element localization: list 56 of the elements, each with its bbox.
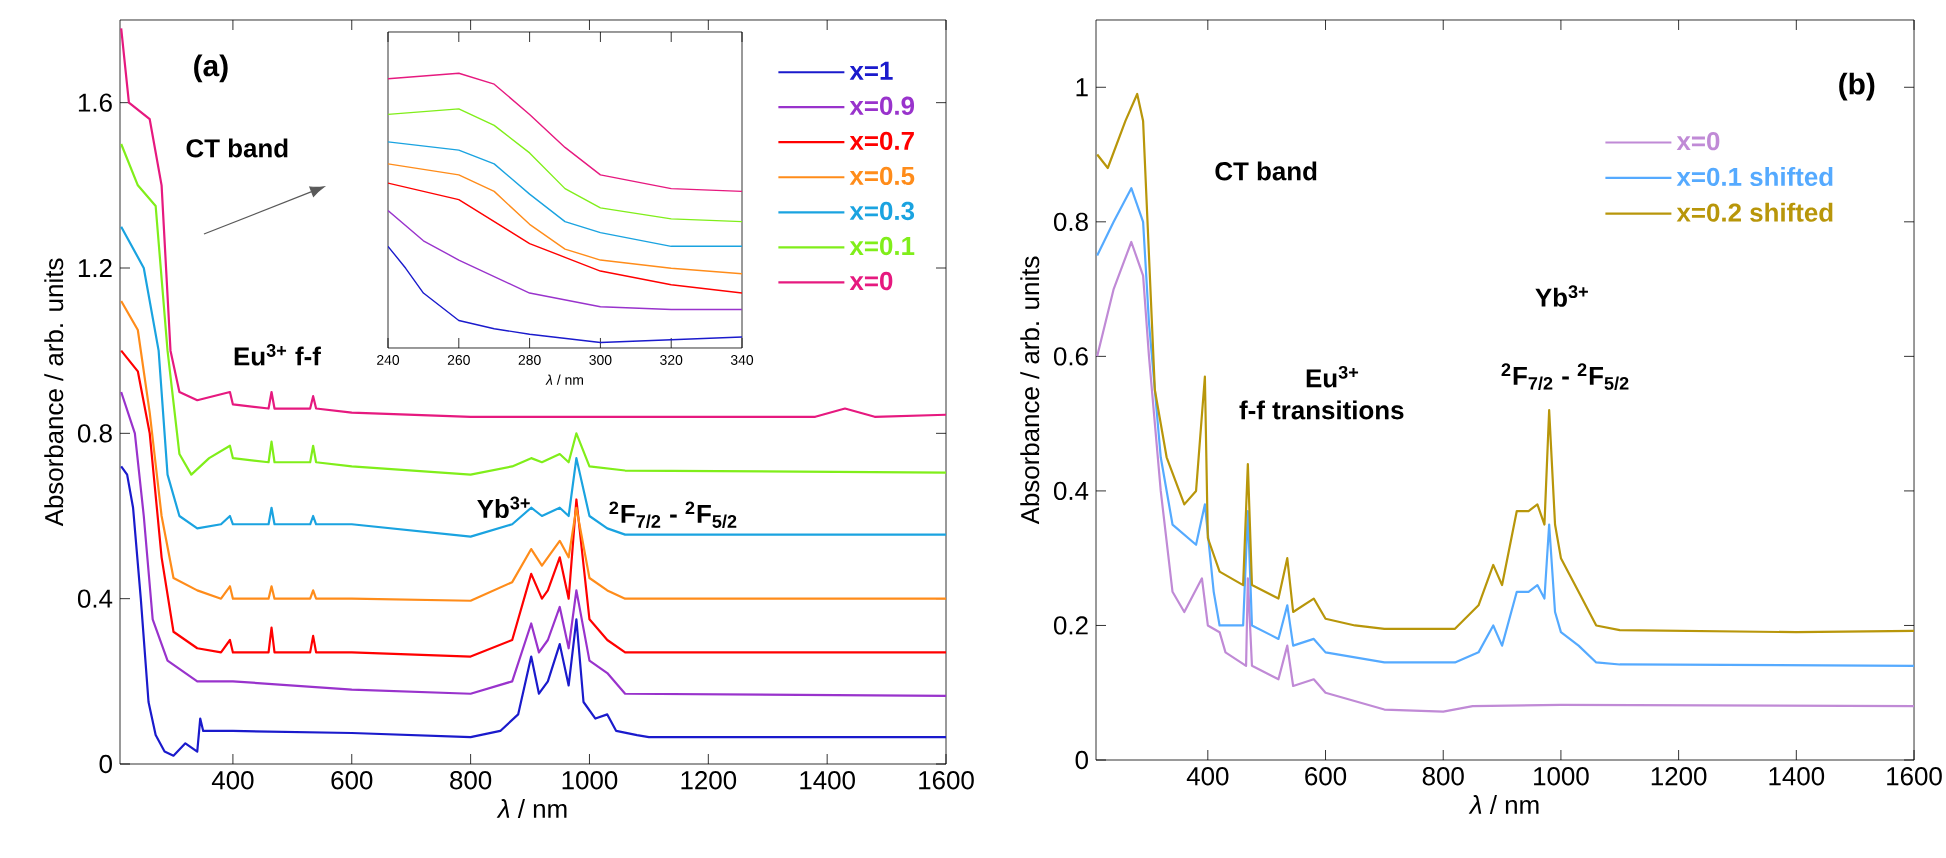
x-axis-title: λ / nm — [496, 799, 567, 819]
x-tick-label: 1000 — [562, 771, 618, 790]
legend-label: x=1 — [849, 61, 893, 80]
x-tick-label: 600 — [331, 771, 373, 790]
legend-label: x=0.1 shifted — [1676, 166, 1833, 187]
y-tick-label: 0.4 — [77, 589, 113, 608]
y-axis-title: Absorbance / arb. units — [44, 258, 64, 527]
y-tick-label: 0.8 — [1053, 212, 1088, 231]
x-tick-label: 800 — [450, 771, 492, 790]
legend-label: x=0 — [849, 271, 893, 291]
annotation: (b) — [1839, 72, 1875, 101]
y-tick-label: 0 — [1075, 750, 1088, 770]
y-tick-label: 1.2 — [78, 258, 112, 278]
y-tick-label: 0 — [99, 754, 112, 774]
annotation: (a) — [194, 54, 228, 83]
x-axis-title: λ / nm — [1468, 795, 1539, 815]
y-tick-label: 0.4 — [1053, 481, 1089, 501]
legend-label: x=0.3 — [849, 201, 915, 221]
x-tick-label: 600 — [1305, 767, 1347, 786]
y-axis-title: Absorbance / arb. units — [1020, 256, 1040, 525]
x-tick-label: 1400 — [800, 771, 855, 790]
legend-label: x=0.7 — [849, 131, 914, 151]
x-tick-label: 1000 — [1534, 767, 1589, 786]
annotation: Yb$^{3+}$ — [1535, 285, 1588, 307]
legend-label: x=0.1 — [849, 236, 915, 256]
annotation: CT band — [186, 138, 288, 158]
annotation: $^{2}$F$_{7/2}$ - $^{2}$F$_{5/2}$ — [1501, 363, 1629, 390]
annotation: $^{2}$F$_{7/2}$ - $^{2}$F$_{5/2}$ — [609, 501, 737, 529]
line-series — [1096, 187, 1915, 667]
x-tick-label: 1200 — [1651, 767, 1707, 786]
line-series — [1096, 240, 1915, 713]
line-series — [120, 465, 947, 757]
y-tick-label: 1 — [1076, 78, 1088, 97]
x-tick-label: 800 — [1422, 767, 1464, 786]
annotation: f-f transitions — [1239, 400, 1404, 420]
annotation: Eu$^{3+}$ f-f — [234, 344, 321, 366]
y-tick-label: 0.6 — [1053, 347, 1088, 366]
x-tick-label: 1600 — [1887, 767, 1942, 786]
legend-label: x=0.9 — [849, 96, 915, 115]
x-tick-label: 1400 — [1769, 767, 1825, 786]
line-series — [120, 225, 947, 538]
y-tick-label: 0.2 — [1053, 616, 1088, 635]
annotation: Eu$^{3+}$ — [1306, 365, 1359, 388]
line-series — [120, 27, 947, 418]
x-tick-label: 1600 — [919, 771, 974, 790]
line-series — [120, 299, 947, 602]
y-tick-label: 0.8 — [77, 424, 112, 443]
x-tick-label: 400 — [1186, 767, 1229, 786]
annotation: Yb$^{3+}$ — [477, 496, 530, 519]
legend-label: x=0.5 — [849, 166, 915, 186]
legend-label: x=0 — [1676, 131, 1720, 151]
x-tick-label: 400 — [211, 771, 254, 790]
annotation: CT band — [1215, 161, 1317, 181]
x-tick-label: 1200 — [681, 771, 737, 790]
y-tick-label: 1.6 — [78, 93, 112, 112]
legend-label: x=0.2 shifted — [1676, 202, 1833, 222]
